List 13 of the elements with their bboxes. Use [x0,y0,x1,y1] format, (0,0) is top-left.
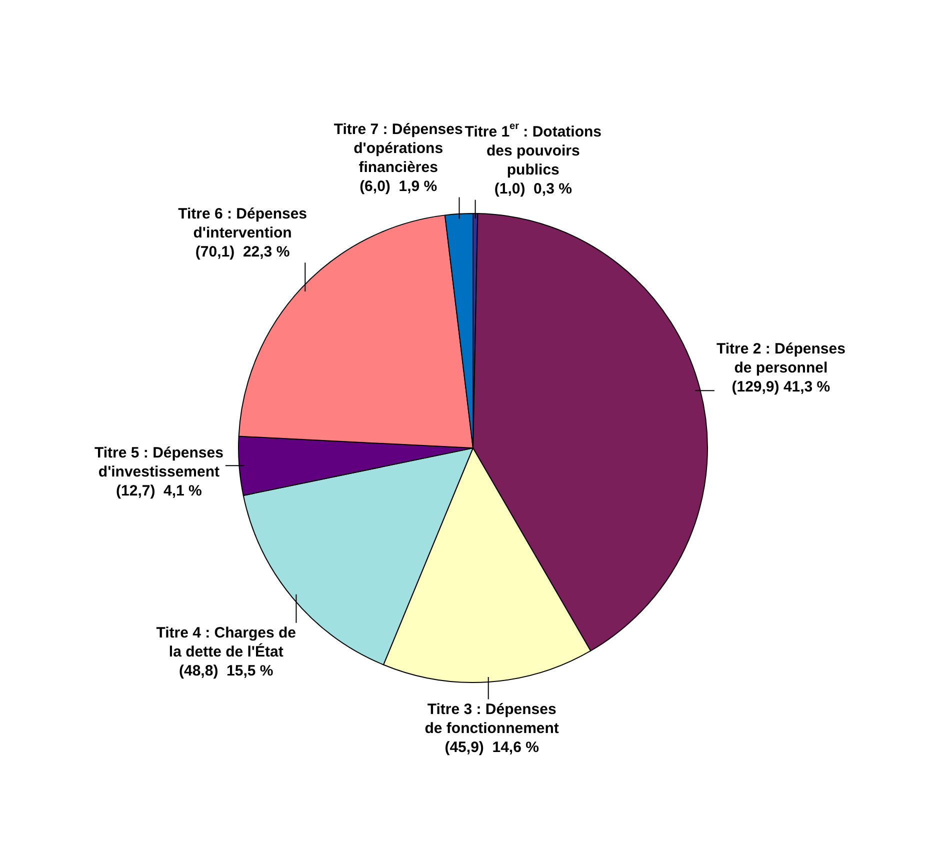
data-label: (129,9) 41,3 % [732,378,830,396]
data-label: (45,9) 14,6 % [444,738,539,756]
data-label: (48,8) 15,5 % [179,662,274,680]
slice-label: Titre 3 : Dépenses de fonctionnement [424,700,559,737]
data-label: (70,1) 22,3 % [195,243,290,260]
slice-label: Titre 6 : Dépenses d'intervention [178,205,308,242]
data-label: (1,0) 0,3 % [494,180,572,198]
data-label: (6,0) 1,9 % [360,178,438,195]
slice-label: Titre 2 : Dépenses de personnel [716,340,846,377]
data-label: (12,7) 4,1 % [116,482,202,500]
slice-label: Titre 4 : Charges de la dette de l'État [156,624,296,661]
slice-label: Titre 5 : Dépenses d'investissement [94,444,224,480]
slice-label: Titre 7 : Dépenses d'opérations financières [334,120,463,176]
